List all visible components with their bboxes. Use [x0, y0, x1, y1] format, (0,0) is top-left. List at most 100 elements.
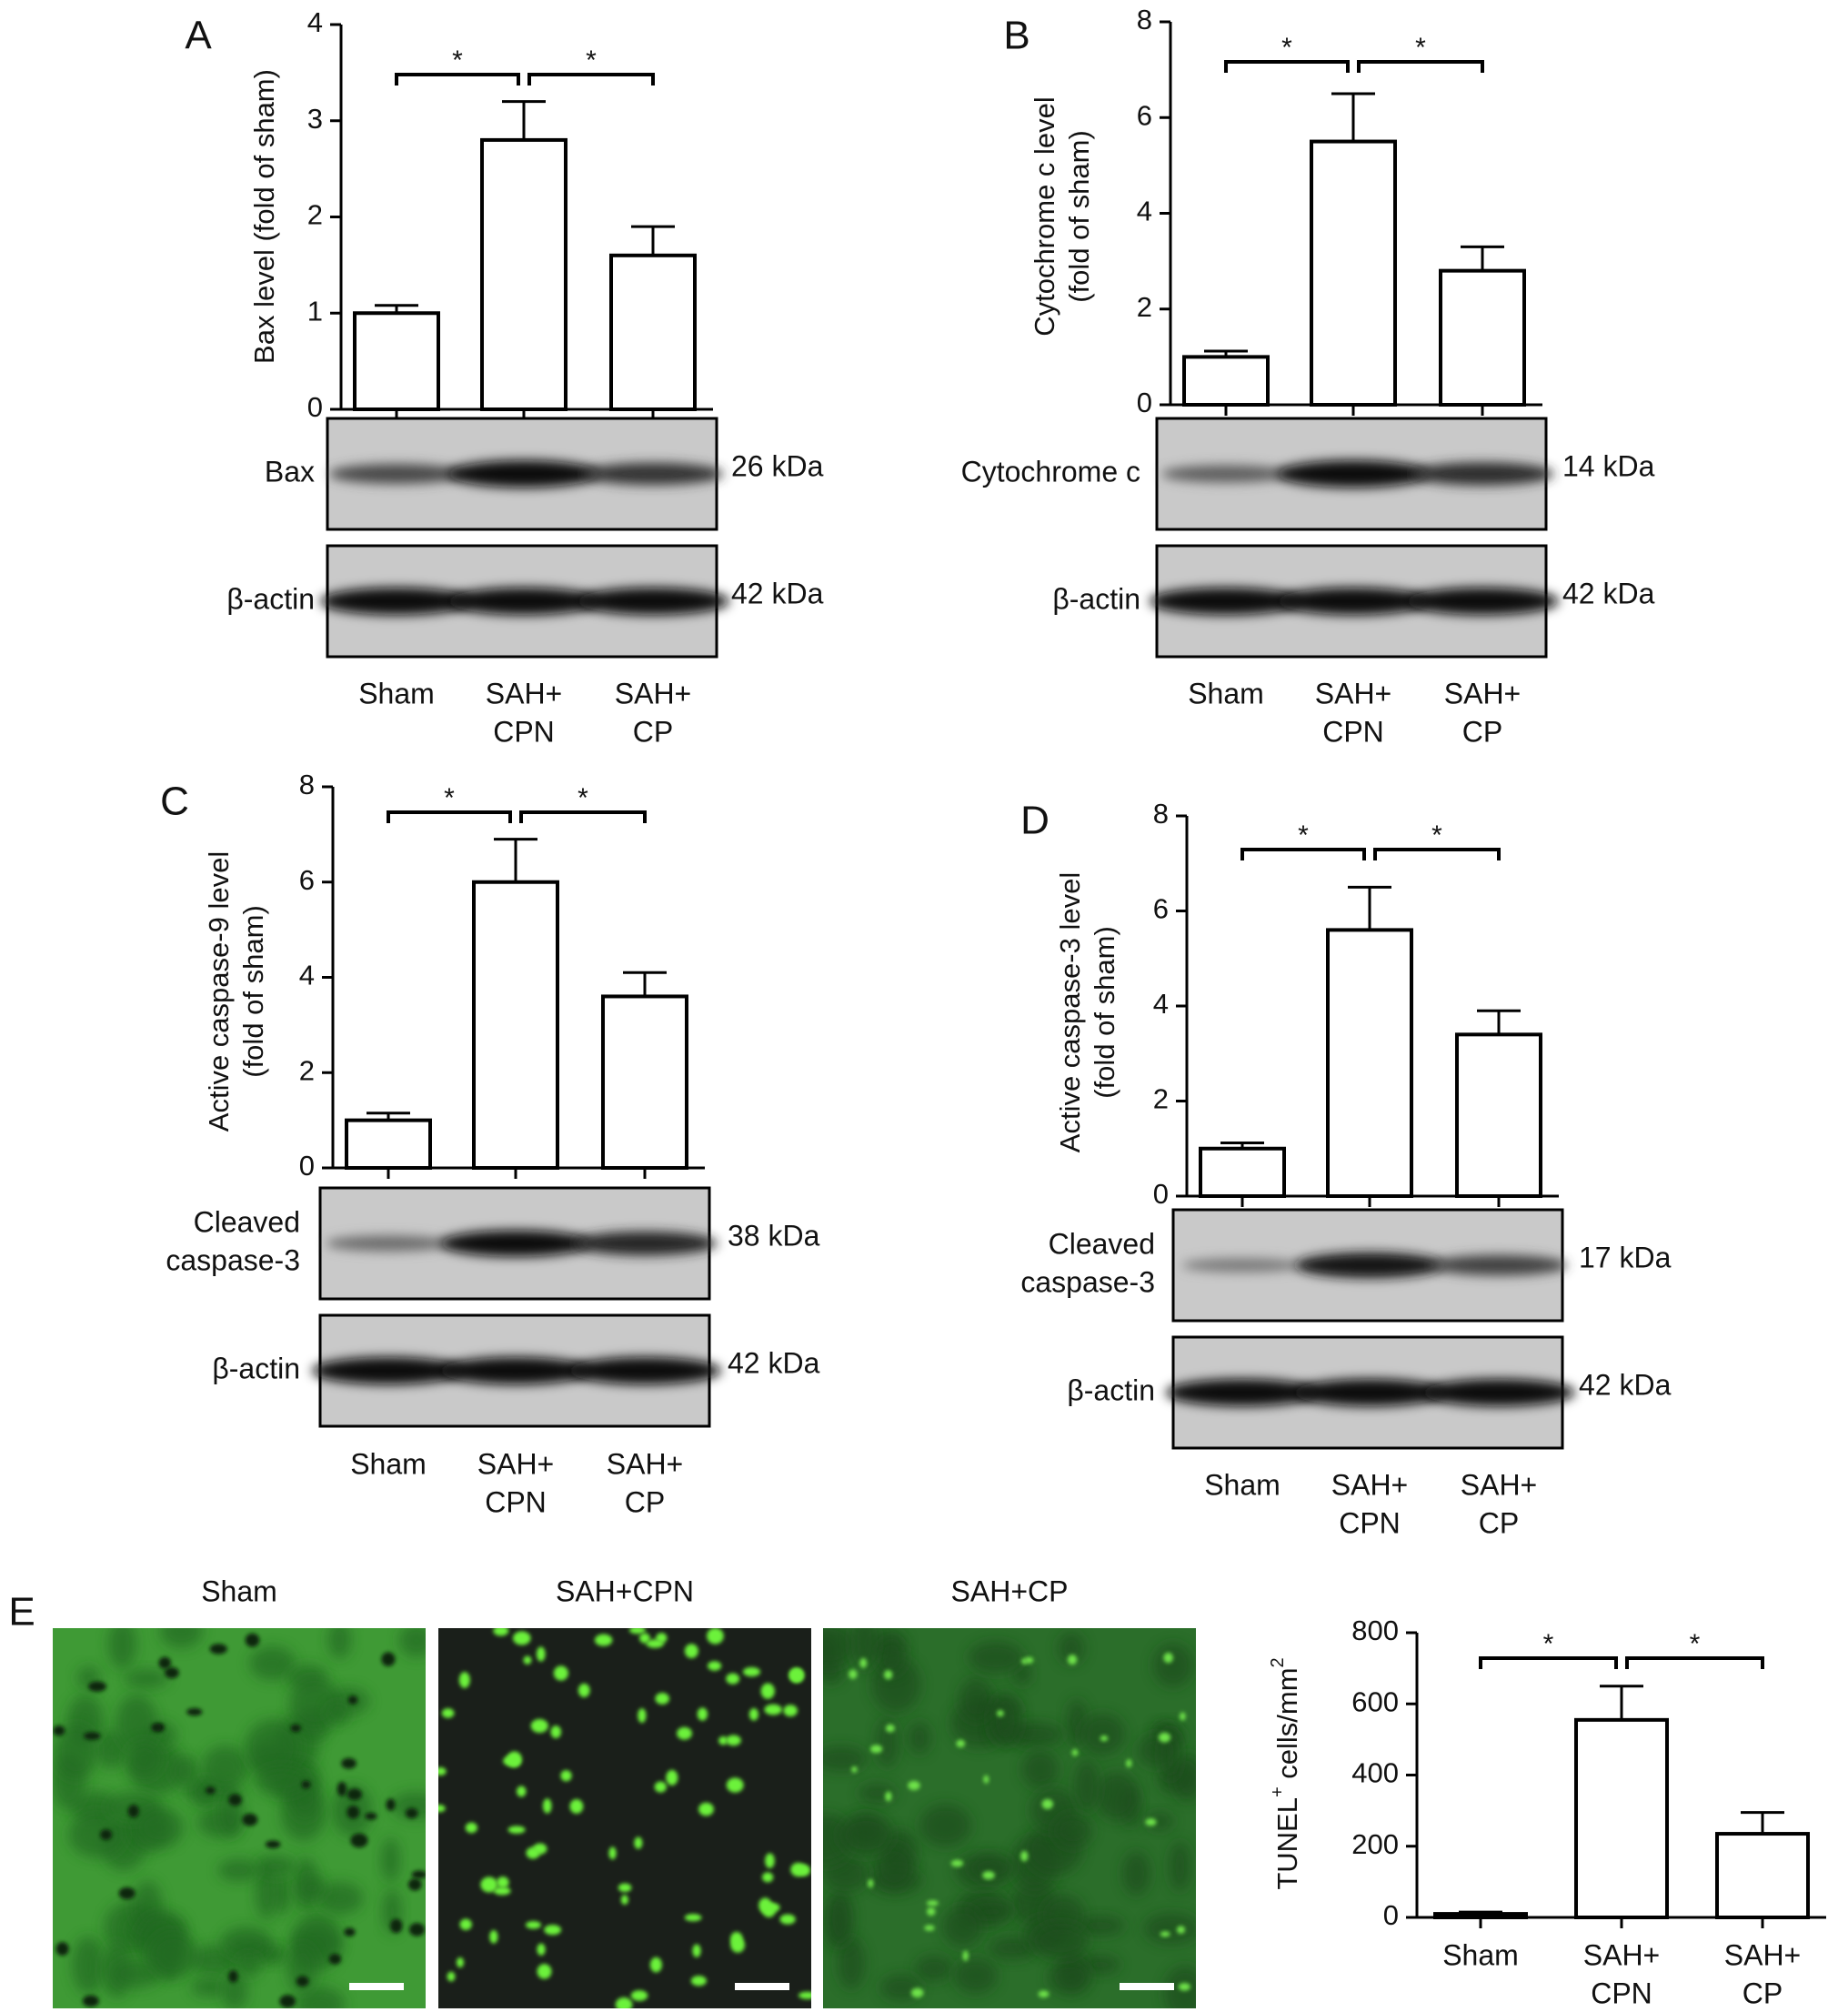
blot-band	[447, 460, 600, 488]
tunel-positive-cell	[1176, 1926, 1186, 1934]
blot-band	[1411, 462, 1554, 486]
tunel-positive-cell	[924, 1925, 935, 1931]
tunel-positive-cell	[465, 1822, 477, 1834]
tissue-texture	[125, 1740, 163, 1779]
tissue-texture	[151, 1723, 162, 1732]
tissue-texture	[116, 1694, 158, 1752]
tissue-texture	[279, 1995, 296, 2008]
tissue-texture	[908, 1721, 931, 1755]
tissue-texture	[286, 1943, 318, 1994]
bar-3	[601, 994, 688, 1170]
tissue-texture	[942, 1906, 983, 1947]
y-tick-label: 0	[299, 1150, 315, 1182]
category-label: SAH+	[1315, 677, 1391, 709]
category-label: Sham	[358, 677, 435, 709]
y-tick-label: 6	[1153, 893, 1169, 925]
tissue-texture	[341, 1757, 357, 1769]
tunel-positive-cell	[634, 1836, 643, 1849]
tissue-texture	[206, 1786, 216, 1795]
blot-band	[577, 588, 729, 615]
kda-label: 42 kDa	[1562, 577, 1655, 609]
blot-label: Bax	[265, 455, 315, 488]
significance-bracket	[395, 73, 520, 86]
y-tick-label: 6	[299, 864, 315, 896]
blot-label: β-actin	[1067, 1373, 1155, 1406]
tissue-texture	[1146, 1812, 1174, 1831]
tunel-positive-cell	[908, 1780, 920, 1791]
tissue-texture	[344, 1927, 356, 1937]
tunel-positive-cell	[762, 1872, 774, 1883]
tunel-positive-cell	[708, 1661, 722, 1671]
tunel-positive-cell	[1160, 1931, 1170, 1937]
blot-band	[1277, 588, 1430, 615]
blot-band	[328, 464, 465, 484]
tissue-texture	[296, 1976, 309, 1987]
tunel-positive-cell	[459, 1918, 472, 1930]
tunel-positive-cell	[628, 1628, 646, 1635]
tunel-positive-cell	[526, 1846, 540, 1859]
panel-letter: C	[160, 780, 189, 824]
tunel-positive-cell	[798, 1991, 811, 1999]
tissue-texture	[823, 1628, 857, 1667]
tissue-texture	[190, 1977, 226, 1997]
category-label: CP	[1479, 1506, 1519, 1539]
tissue-texture	[1073, 1759, 1100, 1813]
tunel-positive-cell	[537, 1964, 552, 1979]
tissue-texture	[386, 1798, 396, 1811]
tissue-texture	[405, 1807, 418, 1819]
tunel-positive-cell	[758, 1897, 772, 1914]
blot-band	[1406, 588, 1559, 615]
significance-star: *	[1298, 820, 1309, 850]
tunel-positive-cell	[742, 1666, 761, 1677]
tissue-texture	[1122, 1851, 1150, 1896]
tunel-positive-cell	[560, 1770, 572, 1782]
tunel-positive-cell	[1158, 1732, 1171, 1743]
tunel-positive-cell	[684, 1644, 698, 1659]
tunel-positive-cell	[620, 1895, 628, 1906]
blot-label: Cytochrome c	[961, 455, 1140, 488]
tunel-positive-cell	[1021, 1658, 1028, 1665]
micrograph-image	[438, 1628, 811, 2008]
tissue-texture	[346, 1806, 360, 1819]
y-axis-title: Cytochrome c level (fold of sham)	[1029, 96, 1095, 337]
tunel-positive-cell	[512, 1631, 531, 1645]
panel-letter: D	[1020, 799, 1050, 843]
blot-label: caspase-3	[1020, 1265, 1155, 1298]
tissue-texture	[127, 1805, 139, 1818]
category-label: CP	[633, 715, 673, 748]
scale-bar	[735, 1983, 789, 1990]
tissue-texture	[255, 1864, 277, 1920]
tunel-positive-cell	[542, 1798, 552, 1814]
tissue-texture	[158, 1656, 172, 1669]
significance-star: *	[1431, 820, 1442, 850]
blot-label: caspase-3	[166, 1243, 300, 1276]
y-tick-label: 4	[1137, 196, 1152, 227]
tissue-texture	[837, 1937, 866, 1989]
tunel-positive-cell	[656, 1633, 668, 1644]
tunel-positive-cell	[1038, 1990, 1050, 1998]
tissue-texture	[1008, 1722, 1064, 1747]
y-axis-title-text: TUNEL+ cells/mm2	[1268, 1657, 1303, 1889]
tissue-texture	[398, 1628, 426, 1657]
y-tick-label: 0	[307, 391, 323, 423]
tunel-positive-cell	[707, 1628, 724, 1645]
tunel-positive-cell	[530, 1718, 548, 1734]
tunel-positive-cell	[438, 1805, 446, 1813]
significance-star: *	[444, 783, 455, 813]
tunel-positive-cell	[883, 1670, 893, 1680]
tissue-texture	[159, 1628, 203, 1648]
tunel-positive-cell	[1163, 1652, 1173, 1664]
tunel-positive-cell	[517, 1786, 527, 1797]
panel-c: C 0 2 4 6 8 * * Active caspase-9 level (fold of s…	[160, 769, 819, 1518]
y-tick-label: 2	[1153, 1083, 1169, 1115]
tunel-positive-cell	[1180, 1712, 1186, 1721]
tissue-texture	[242, 1813, 258, 1826]
micrograph-1: Sham	[53, 1574, 426, 2008]
blot-band	[1430, 1254, 1568, 1276]
blot-band	[1150, 588, 1302, 615]
y-tick-label: 200	[1351, 1828, 1399, 1860]
micrograph-title: Sham	[201, 1574, 277, 1607]
y-tick-label: 4	[307, 6, 323, 38]
tunel-positive-cell	[1041, 1798, 1054, 1810]
blot-strip: Cleaved caspase-3 17 kDa	[1020, 1208, 1672, 1323]
